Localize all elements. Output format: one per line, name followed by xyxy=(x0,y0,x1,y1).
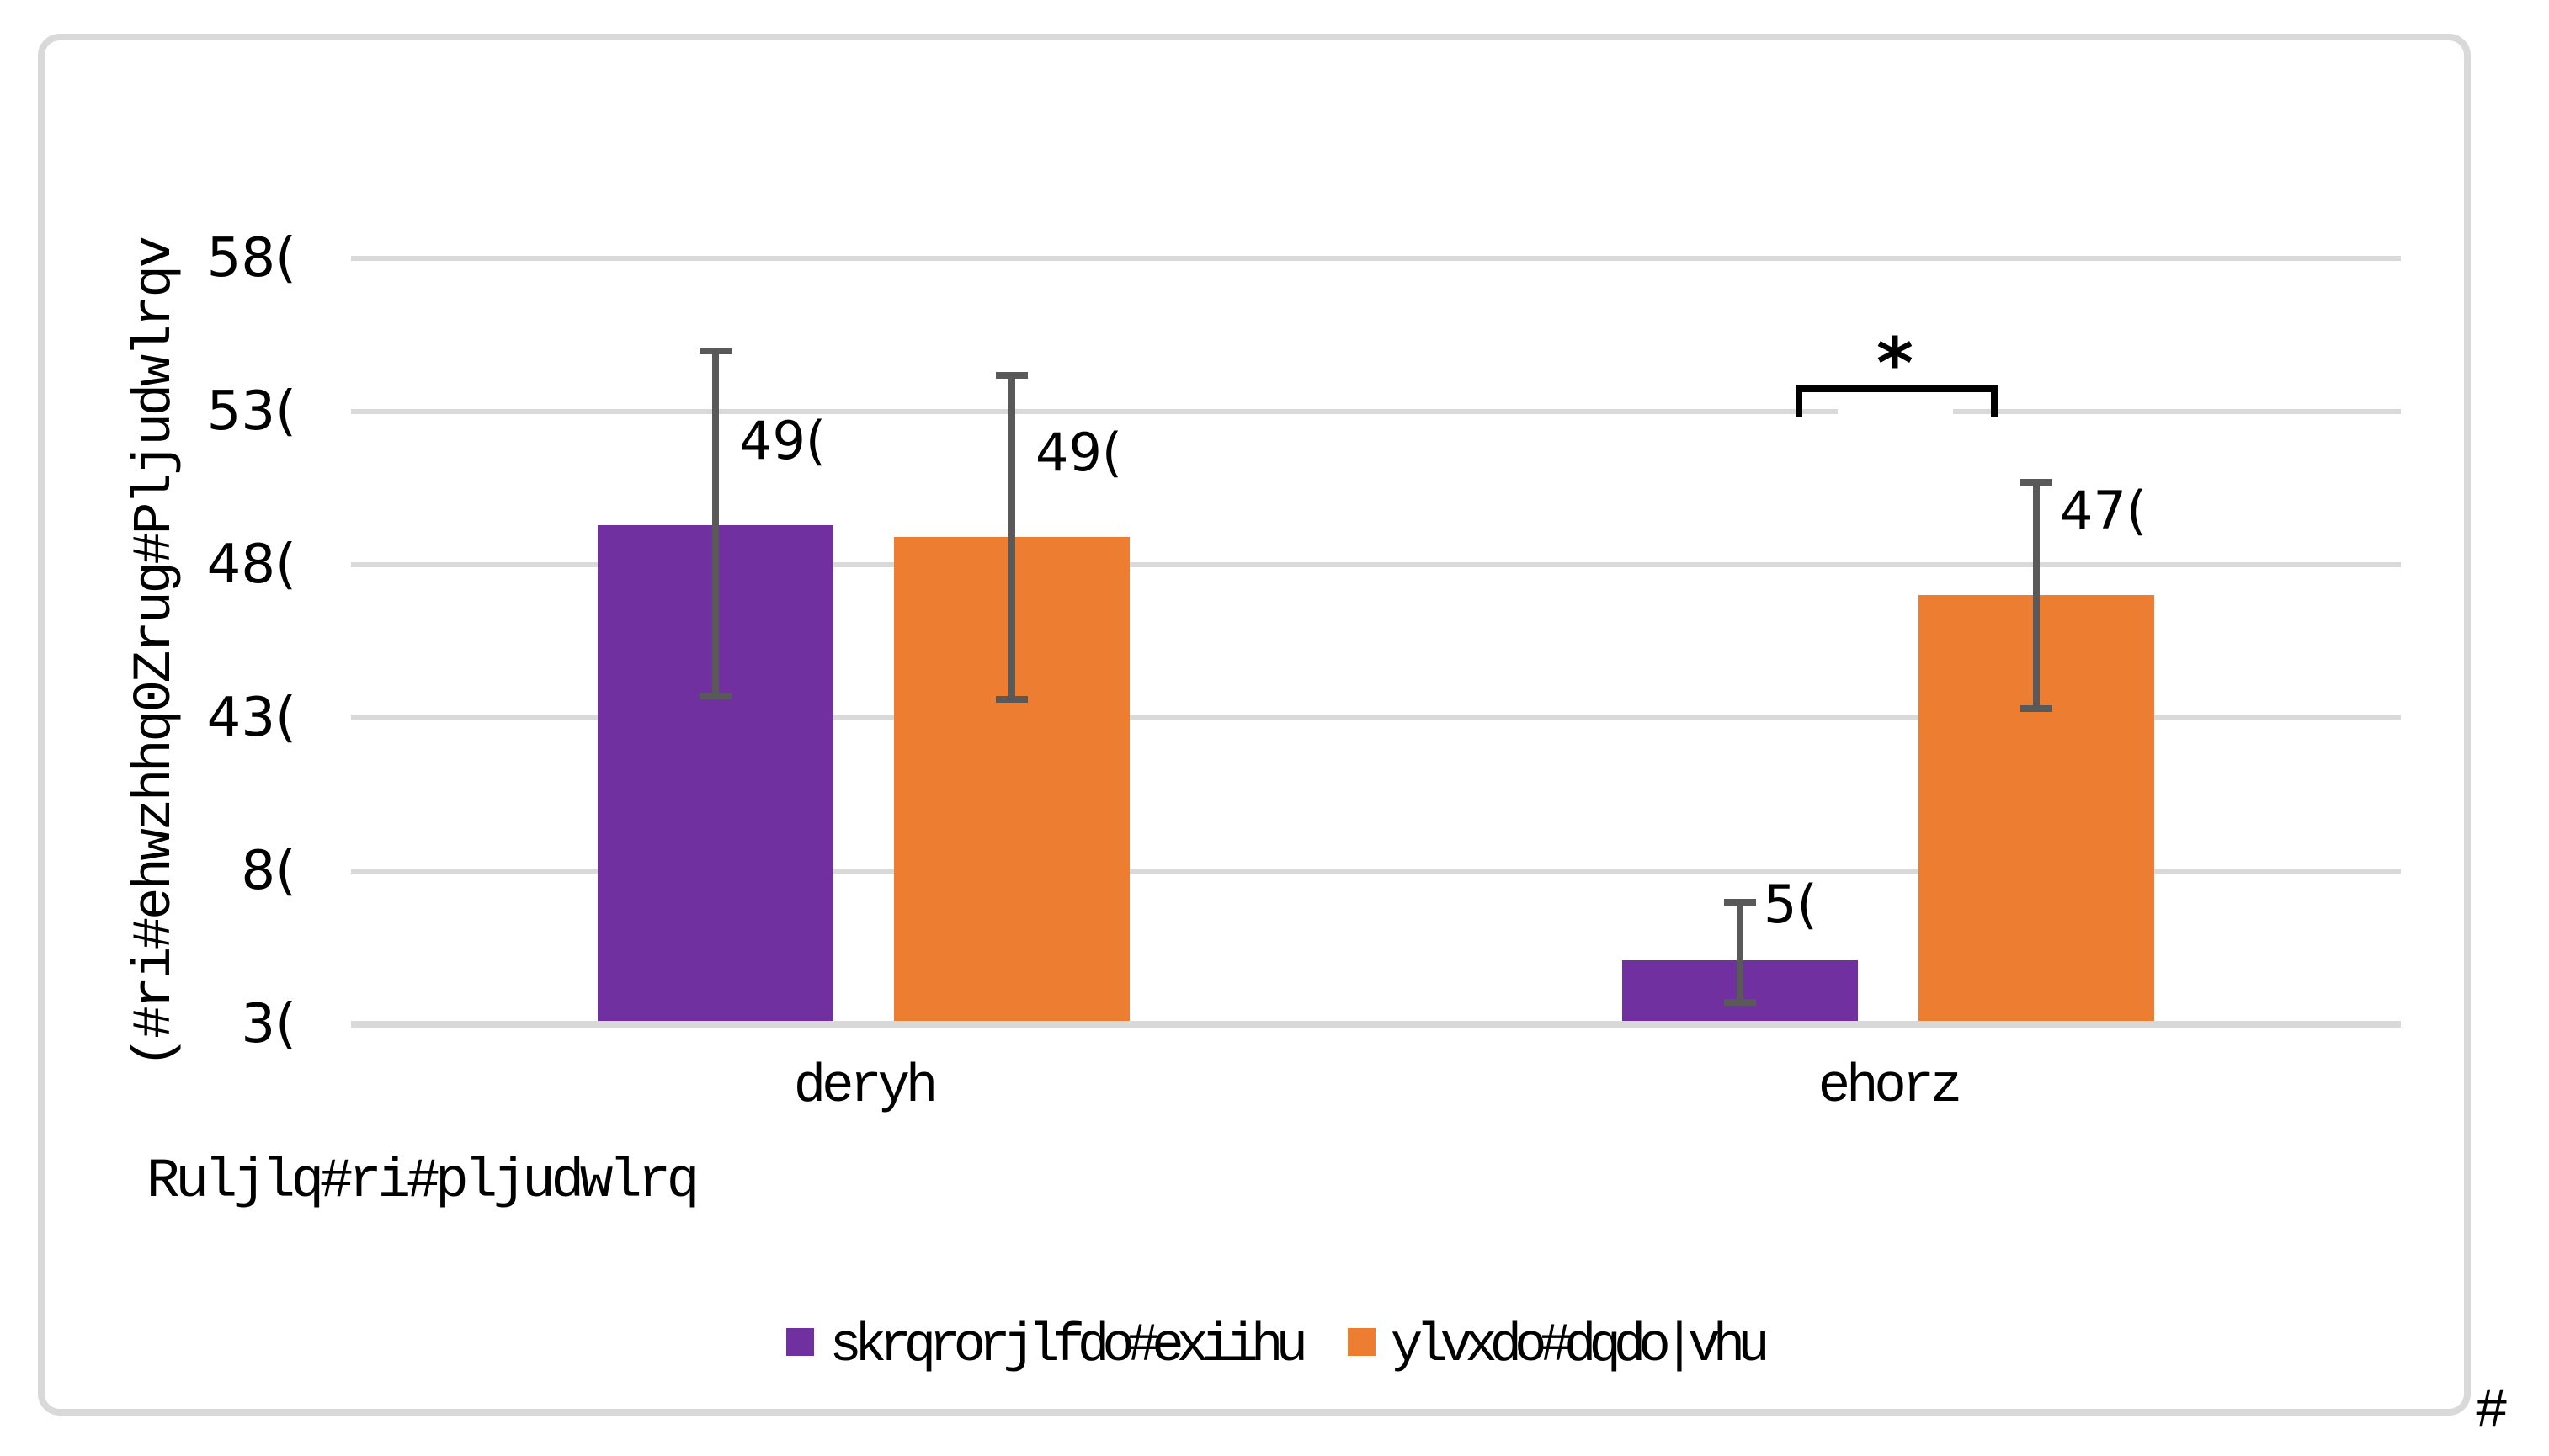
y-tick-label: 58( xyxy=(206,227,296,290)
legend-label: ylvxdo#dqdo|vhu xyxy=(1390,1316,1770,1377)
gridline-58( xyxy=(351,256,2401,261)
error-bar-line xyxy=(2033,479,2040,712)
significance-asterisk: * xyxy=(1876,322,1913,405)
error-bar-cap-top xyxy=(1724,898,1756,906)
gridline-8( xyxy=(351,869,2401,874)
gridline-53( xyxy=(351,409,2401,414)
stray-hash-character: # xyxy=(2475,1379,2509,1443)
chart-border xyxy=(38,34,2471,1416)
x-category-label-0: deryh xyxy=(793,1057,939,1118)
legend: skrqrorjlfdo#exiihu ylvxdo#dqdo|vhu xyxy=(0,1313,2549,1380)
legend-swatch-purple xyxy=(786,1328,815,1356)
y-tick-label: 53( xyxy=(206,380,296,443)
error-bar-cap-bottom xyxy=(2020,704,2052,712)
significance-bracket xyxy=(1796,385,1998,392)
significance-bracket-left-end xyxy=(1796,385,1802,417)
data-label: 47( xyxy=(2060,480,2147,542)
y-tick-label: 43( xyxy=(206,687,296,749)
error-bar-cap-top xyxy=(700,347,732,354)
error-bar-cap-top xyxy=(996,371,1028,379)
error-bar-line xyxy=(1008,371,1015,703)
legend-swatch-orange xyxy=(1347,1328,1376,1356)
y-tick-label: 8( xyxy=(241,840,296,902)
y-axis-title: (#ri#ehwzhhq0Zrug#Pljudwlrqv xyxy=(125,238,186,1068)
x-axis-title: Ruljlq#ri#pljudwlrq xyxy=(146,1150,700,1213)
legend-label: skrqrorjlfdo#exiihu xyxy=(829,1316,1307,1377)
data-label: 49( xyxy=(739,409,827,471)
gridline-43( xyxy=(351,715,2401,720)
data-label: 49( xyxy=(1035,422,1123,484)
error-bar-cap-top xyxy=(2020,479,2052,486)
gridline-gap xyxy=(1838,404,1953,418)
x-category-label-1: ehorz xyxy=(1817,1057,1963,1118)
gridline-3( xyxy=(351,1021,2401,1028)
error-bar-cap-bottom xyxy=(700,693,732,700)
data-label: 5( xyxy=(1764,873,1817,935)
significance-bracket-right-end xyxy=(1991,385,1998,417)
y-tick-label: 48( xyxy=(206,534,296,596)
error-bar-line xyxy=(712,347,719,700)
legend-item-visual-analyser: ylvxdo#dqdo|vhu xyxy=(1347,1313,1770,1380)
error-bar-line xyxy=(1737,898,1743,1007)
error-bar-cap-bottom xyxy=(996,695,1028,703)
y-tick-label: 3( xyxy=(241,993,296,1055)
gridline-48( xyxy=(351,562,2401,567)
error-bar-cap-bottom xyxy=(1724,999,1756,1007)
legend-item-phonological-buffer: skrqrorjlfdo#exiihu xyxy=(786,1313,1308,1380)
